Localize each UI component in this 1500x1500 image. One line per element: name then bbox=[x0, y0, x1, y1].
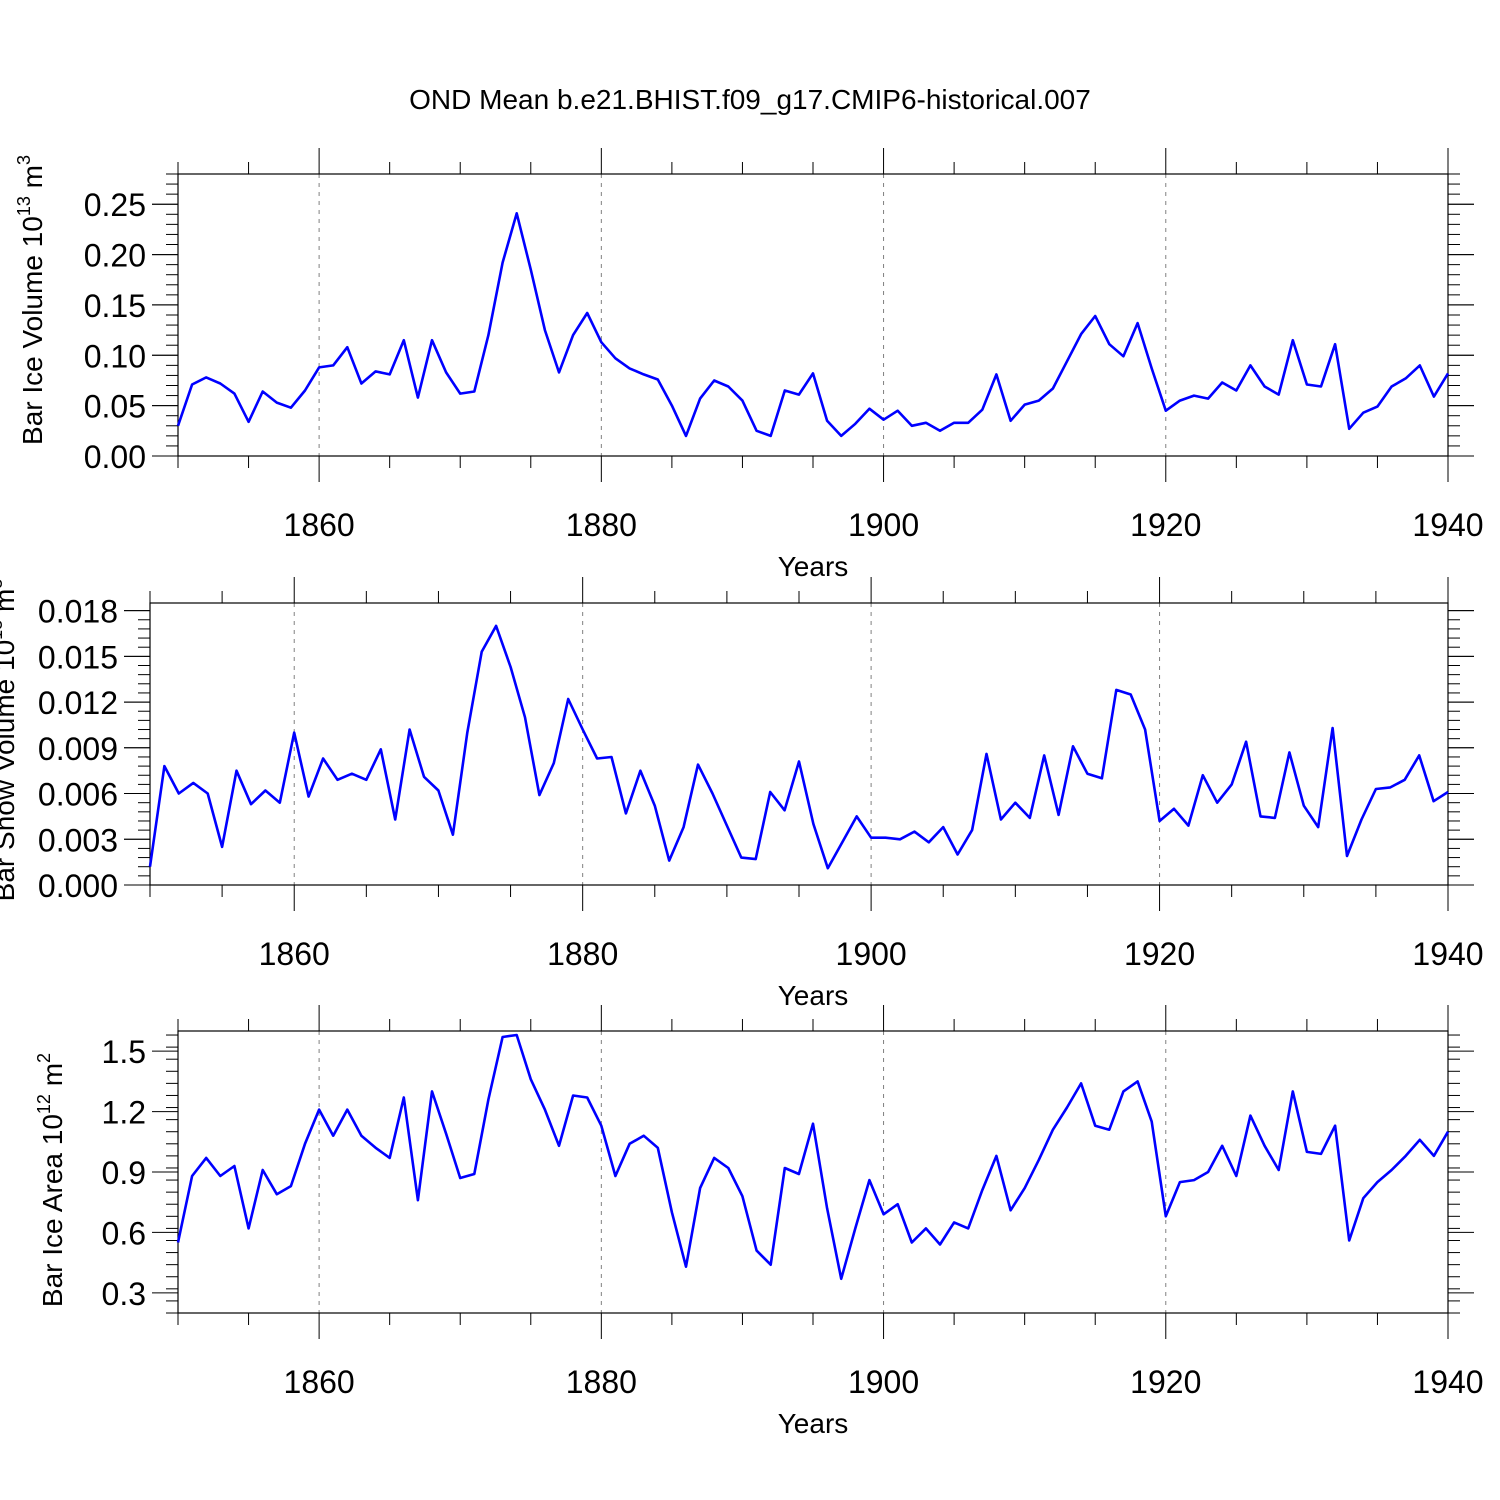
x-tick-label: 1860 bbox=[284, 507, 355, 543]
y-tick-label: 0.003 bbox=[38, 822, 118, 858]
data-points bbox=[178, 1035, 1449, 1280]
panel-1: 0.00 0.05 0.10 0.15 0.20 0.25 1860 1880 1900 1920… bbox=[14, 148, 1484, 582]
y-ticks bbox=[124, 610, 1474, 886]
y-axis-label-exponent: 13 bbox=[0, 620, 6, 640]
y-tick-label: 0.20 bbox=[84, 238, 146, 274]
x-axis-label: Years bbox=[778, 980, 849, 1011]
y-axis-label-unit-power: 3 bbox=[0, 579, 6, 589]
y-tick-label: 0.9 bbox=[102, 1155, 146, 1191]
x-tick-label: 1880 bbox=[566, 507, 637, 543]
x-axis-label: Years bbox=[778, 551, 849, 582]
x-tick-label: 1900 bbox=[836, 936, 907, 972]
plot-frame bbox=[149, 602, 1449, 886]
x-ticks bbox=[149, 577, 1449, 911]
panel-2: 0.000 0.003 0.006 0.009 0.012 0.015 0.018 1860 1… bbox=[0, 577, 1484, 1011]
x-tick-label: 1860 bbox=[259, 936, 330, 972]
x-tick-label: 1920 bbox=[1130, 507, 1201, 543]
y-axis-label-unit-power: 3 bbox=[14, 155, 34, 165]
y-tick-label: 0.15 bbox=[84, 288, 146, 324]
y-axis-label-unit: m bbox=[17, 165, 48, 196]
y-axis-label-text: Bar Snow Volume 10 bbox=[0, 640, 20, 902]
x-tick-label: 1940 bbox=[1412, 507, 1483, 543]
y-tick-label: 0.012 bbox=[38, 685, 118, 721]
x-tick-label: 1900 bbox=[848, 507, 919, 543]
x-axis-label: Years bbox=[778, 1408, 849, 1439]
y-axis-label-text: Bar Ice Volume 10 bbox=[17, 216, 48, 445]
y-axis-label-exponent: 13 bbox=[14, 196, 34, 216]
y-tick-label: 1.5 bbox=[102, 1034, 146, 1070]
y-tick-label: 0.015 bbox=[38, 639, 118, 675]
x-tick-label: 1920 bbox=[1130, 1364, 1201, 1400]
y-ticks bbox=[152, 1034, 1474, 1314]
y-tick-label: 1.2 bbox=[102, 1095, 146, 1131]
y-tick-label: 0.25 bbox=[84, 187, 146, 223]
plot-frame bbox=[177, 1030, 1449, 1314]
y-tick-label: 0.05 bbox=[84, 389, 146, 425]
y-tick-label: 0.6 bbox=[102, 1215, 146, 1251]
y-tick-label: 0.009 bbox=[38, 731, 118, 767]
x-tick-label: 1860 bbox=[284, 1364, 355, 1400]
series-line bbox=[148, 624, 1449, 870]
x-tick-label: 1940 bbox=[1412, 936, 1483, 972]
y-tick-label: 0.000 bbox=[38, 868, 118, 904]
x-ticks bbox=[177, 148, 1449, 482]
y-tick-label: 0.018 bbox=[38, 594, 118, 630]
y-tick-label: 0.00 bbox=[84, 439, 146, 475]
x-tick-label: 1920 bbox=[1124, 936, 1195, 972]
y-ticks bbox=[152, 173, 1474, 457]
x-tick-label: 1900 bbox=[848, 1364, 919, 1400]
x-tick-label: 1880 bbox=[547, 936, 618, 972]
y-tick-label: 0.10 bbox=[84, 338, 146, 374]
y-axis-label: Bar Ice Area 1012 m2 bbox=[34, 1053, 68, 1307]
y-axis-label: Bar Snow Volume 1013 m3 bbox=[0, 579, 20, 902]
data-points bbox=[150, 625, 1449, 868]
series-line bbox=[176, 1033, 1450, 1281]
plot-frame bbox=[177, 173, 1449, 457]
data-points bbox=[178, 213, 1449, 437]
series-line bbox=[176, 212, 1450, 438]
y-tick-label: 0.006 bbox=[38, 777, 118, 813]
y-axis-label-unit-power: 2 bbox=[34, 1053, 54, 1063]
panel-3: 0.3 0.6 0.9 1.2 1.5 1860 1880 1900 1920 1940 Years… bbox=[34, 1005, 1484, 1439]
y-axis-label: Bar Ice Volume 1013 m3 bbox=[14, 155, 48, 445]
y-axis-label-text: Bar Ice Area 10 bbox=[37, 1114, 68, 1307]
x-tick-label: 1940 bbox=[1412, 1364, 1483, 1400]
y-axis-label-unit: m bbox=[0, 589, 20, 620]
y-axis-label-unit: m bbox=[37, 1063, 68, 1094]
y-tick-label: 0.3 bbox=[102, 1276, 146, 1312]
y-axis-label-exponent: 12 bbox=[34, 1094, 54, 1114]
x-ticks bbox=[177, 1005, 1449, 1339]
x-tick-label: 1880 bbox=[566, 1364, 637, 1400]
chart-title: OND Mean b.e21.BHIST.f09_g17.CMIP6-histo… bbox=[409, 84, 1091, 115]
